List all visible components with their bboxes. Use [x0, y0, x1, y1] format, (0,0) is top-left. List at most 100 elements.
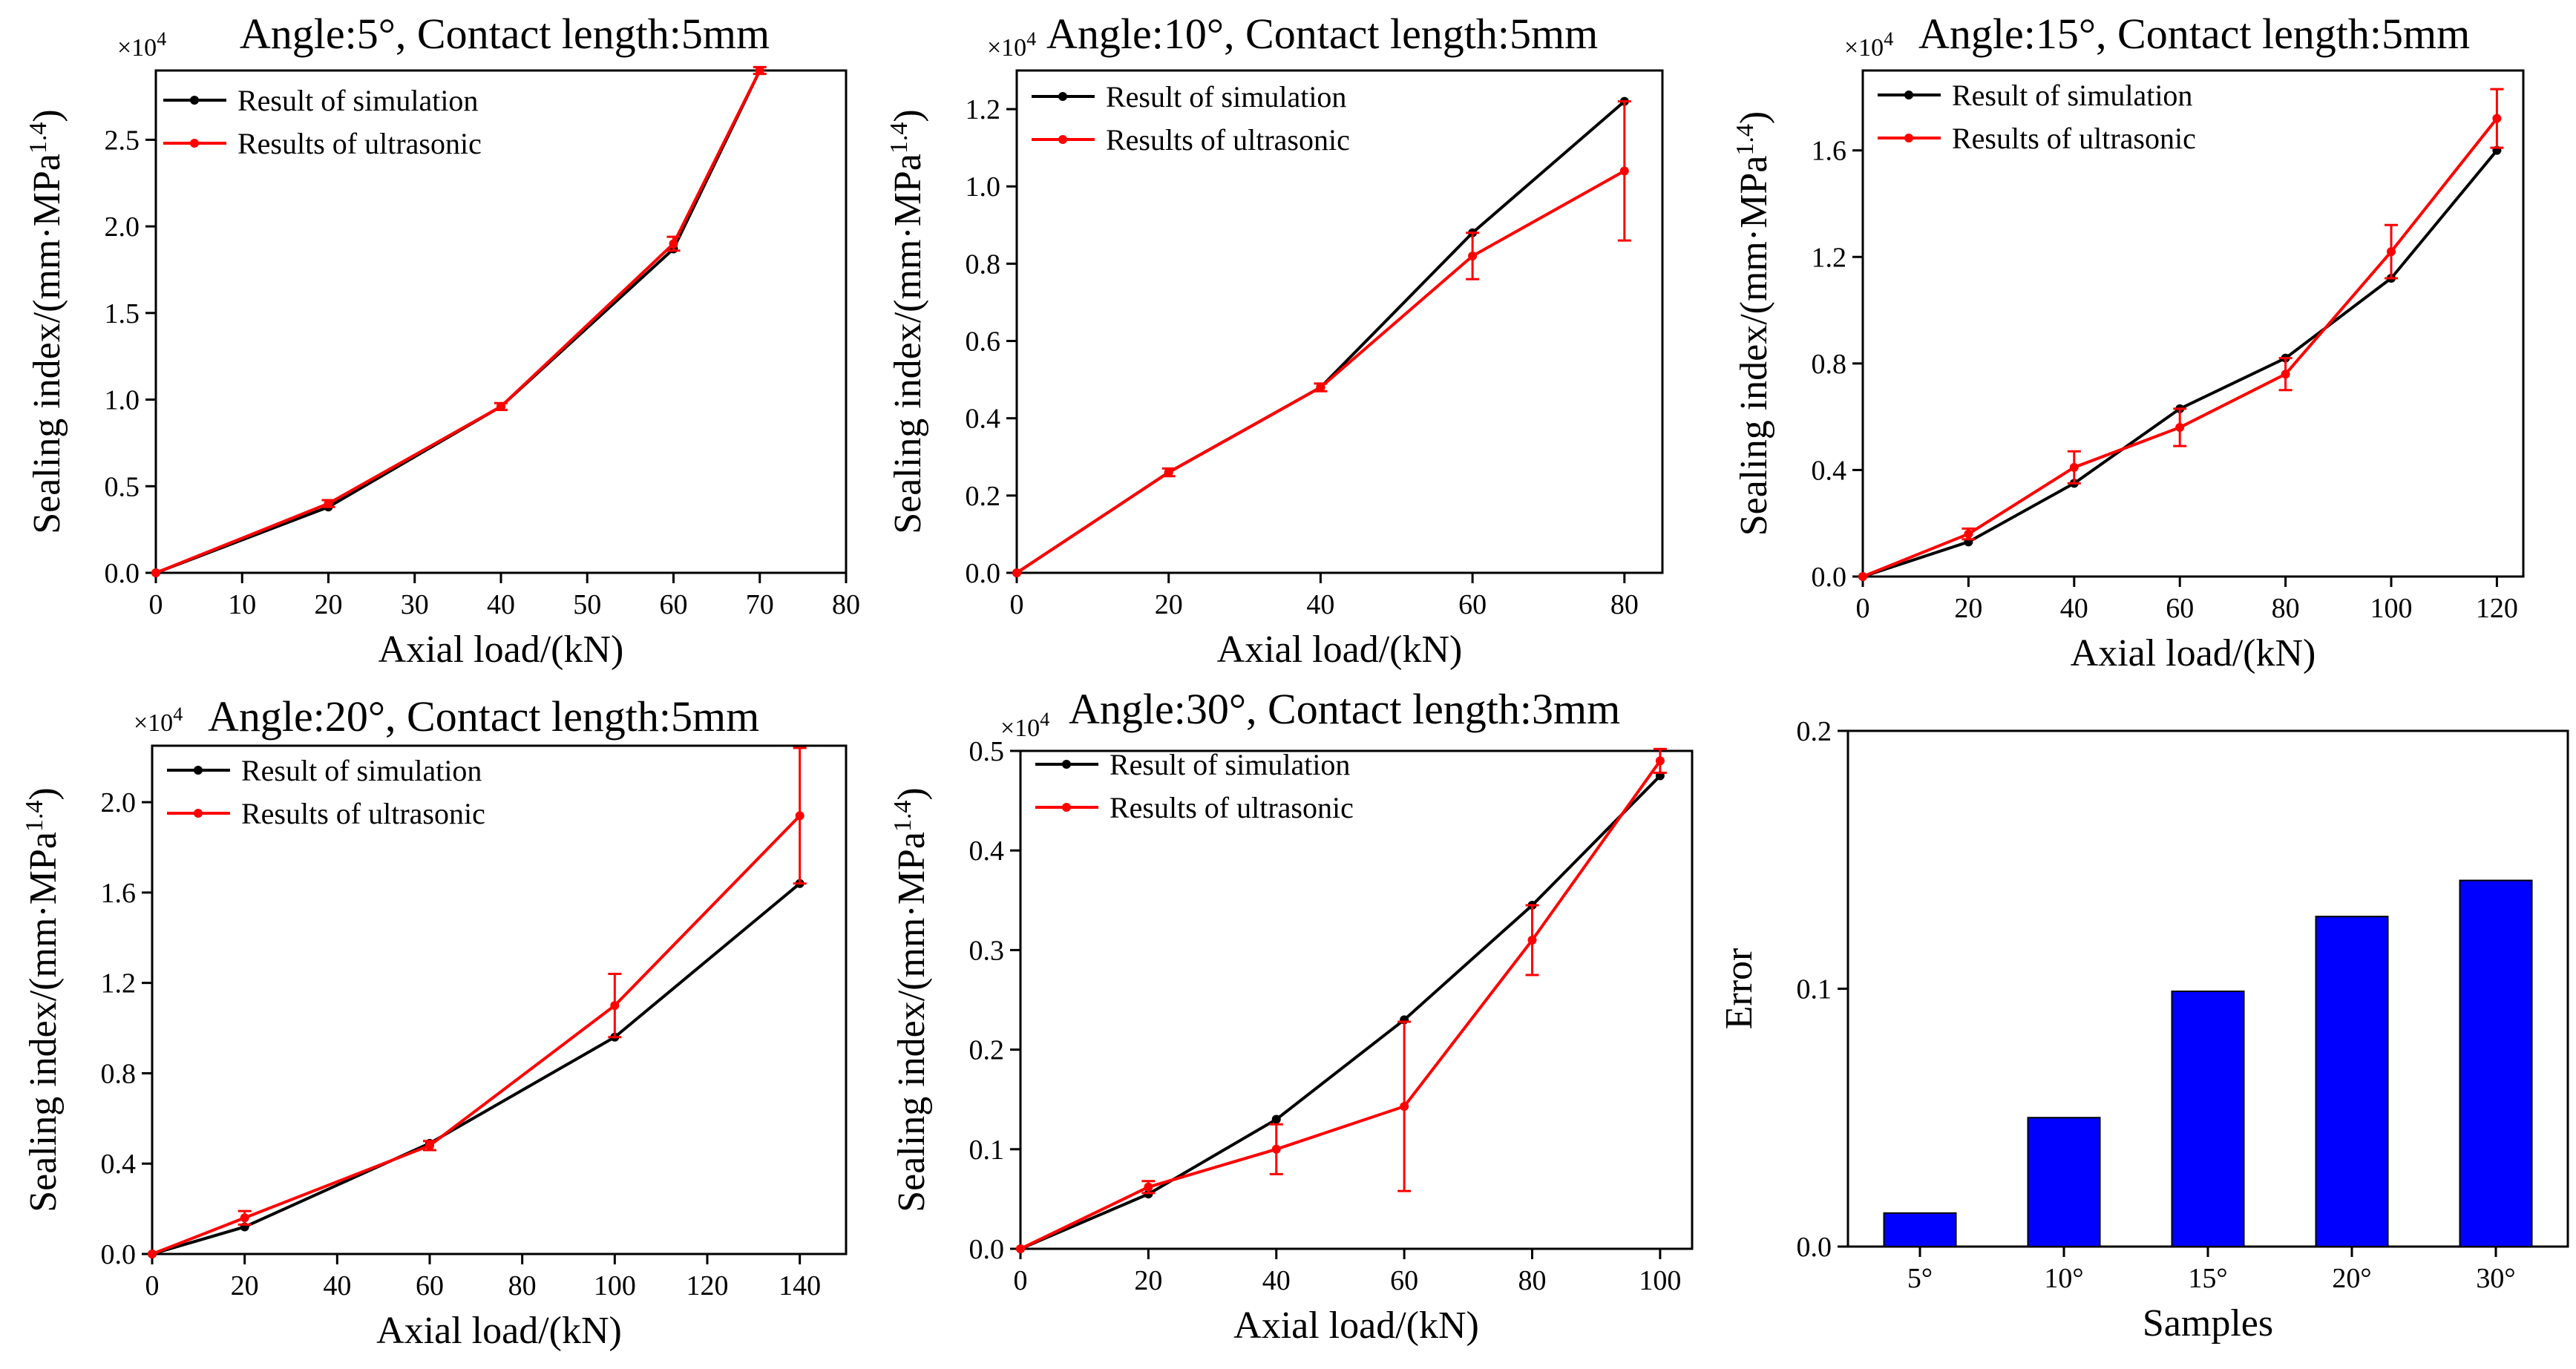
point-ult [1655, 756, 1665, 766]
x-tick-label: 60 [660, 589, 688, 620]
y-multiplier-exponent: 4 [173, 703, 183, 725]
x-tick-label: 0 [149, 589, 163, 620]
legend-marker-sim [1904, 91, 1913, 99]
y-multiplier: ×104 [987, 28, 1036, 62]
bar [2027, 1117, 2101, 1247]
x-tick-label: 20 [1954, 593, 1982, 624]
y-tick-label: 0.0 [1812, 562, 1847, 593]
y-tick-label: 1.5 [105, 298, 140, 329]
x-tick-label: 20 [315, 589, 343, 620]
x-tick-label: 20 [231, 1270, 259, 1301]
legend-label-ult: Results of ultrasonic [237, 127, 482, 160]
y-multiplier: ×104 [117, 28, 166, 62]
x-tick-label: 10 [228, 589, 256, 620]
x-tick-label: 80 [2272, 593, 2300, 624]
x-tick-label: 10° [2044, 1263, 2083, 1294]
y-tick-label: 0.8 [1812, 349, 1847, 380]
point-ult [795, 811, 804, 821]
x-tick-label: 80 [508, 1270, 537, 1301]
point-ult [324, 499, 333, 508]
y-tick-label: 0.0 [969, 1234, 1005, 1265]
series-line-ult [1020, 760, 1662, 1250]
point-ult [1527, 935, 1537, 945]
x-tick-label: 0 [1010, 589, 1024, 620]
point-ult [148, 1250, 157, 1258]
x-axis-label: Axial load/(kN) [1217, 628, 1463, 671]
y-multiplier-exponent: 4 [1040, 709, 1049, 730]
y-tick-label: 0.2 [966, 481, 1001, 512]
y-tick-label: 0.5 [969, 736, 1005, 767]
y-tick-label: 1.2 [966, 94, 1001, 125]
point-ult [1012, 568, 1021, 577]
chart-title: Angle:20°, Contact length:5mm [208, 692, 759, 741]
y-axis-label-exponent: 1.4 [24, 122, 52, 154]
y-axis-label: Sealing index/(mm·MPa1.4) [889, 787, 934, 1212]
x-tick-label: 60 [2166, 593, 2194, 624]
series-line-ult [1015, 169, 1625, 574]
legend-marker-ult [1904, 134, 1913, 142]
x-tick-label: 40 [1262, 1265, 1291, 1296]
y-tick-label: 1.6 [1812, 136, 1847, 167]
legend-marker-ult [1062, 803, 1071, 812]
y-tick-label: 0.4 [101, 1149, 137, 1180]
legend-marker-sim [1062, 760, 1071, 769]
y-axis-label: Error [1718, 948, 1760, 1030]
point-ult [2175, 422, 2185, 432]
x-tick-label: 100 [2370, 593, 2413, 624]
y-tick-label: 0.4 [969, 835, 1005, 867]
plot-frame [1861, 69, 2525, 578]
x-tick-label: 40 [487, 589, 515, 620]
y-axis-label-close: ) [887, 109, 929, 122]
x-axis-label: Axial load/(kN) [378, 628, 624, 671]
point-ult [1619, 166, 1629, 176]
bar [2459, 879, 2533, 1248]
x-axis-label: Axial load/(kN) [376, 1310, 622, 1352]
series-line-ult [151, 814, 802, 1255]
point-sim [1271, 1114, 1281, 1124]
series-line-sim [1015, 100, 1626, 574]
point-ult [1164, 467, 1173, 477]
x-tick-label: 70 [746, 589, 774, 620]
x-tick-label: 80 [1610, 589, 1639, 620]
x-tick-label: 50 [573, 589, 601, 620]
point-ult [1964, 529, 1973, 539]
y-multiplier: ×104 [1844, 28, 1893, 62]
legend-marker-sim [1058, 92, 1067, 101]
y-tick-label: 0.2 [969, 1035, 1005, 1066]
x-tick-label: 20° [2332, 1263, 2371, 1294]
y-tick-label: 0.8 [966, 249, 1001, 280]
bar [2171, 990, 2245, 1247]
legend-marker-ult [194, 809, 203, 818]
y-tick-label: 0.0 [966, 558, 1001, 589]
plot-frame [151, 744, 848, 1255]
plot-frame [1019, 749, 1694, 1250]
y-tick-label: 0.1 [1797, 974, 1832, 1005]
point-ult [2069, 462, 2079, 472]
y-multiplier-exponent: 4 [157, 28, 166, 50]
chart-4: 0.0 0.4 0.8 1.2 1.6 2.0 Sealing index/(mm·MPa1… [21, 692, 848, 1352]
y-axis-label-exponent: 1.4 [1731, 124, 1759, 156]
y-multiplier: ×104 [134, 703, 183, 738]
y-multiplier-exponent: 4 [1026, 28, 1036, 50]
x-tick-label: 120 [686, 1270, 729, 1301]
y-tick-label: 0.0 [105, 558, 140, 589]
x-tick-label: 40 [1306, 589, 1334, 620]
y-axis-label: Sealing index/(mm·MPa1.4) [24, 109, 69, 534]
x-tick-label: 100 [594, 1270, 636, 1301]
legend-label-sim: Result of simulation [1106, 80, 1346, 114]
x-tick-label: 60 [1458, 589, 1487, 620]
series-line-sim [1020, 775, 1662, 1250]
y-tick-label: 1.6 [101, 878, 137, 909]
y-tick-label: 1.2 [1812, 242, 1847, 273]
legend-marker-ult [190, 139, 199, 148]
point-ult [496, 401, 505, 411]
chart-title: Angle:10°, Contact length:5mm [1046, 10, 1598, 58]
y-tick-label: 0.0 [1797, 1232, 1832, 1263]
x-tick-label: 60 [416, 1270, 444, 1301]
x-tick-label: 120 [2476, 593, 2518, 624]
y-tick-label: 0.6 [966, 326, 1001, 358]
chart-title: Angle:15°, Contact length:5mm [1918, 10, 2470, 58]
y-tick-label: 0.5 [105, 471, 140, 502]
series-line-sim [1862, 149, 2498, 578]
